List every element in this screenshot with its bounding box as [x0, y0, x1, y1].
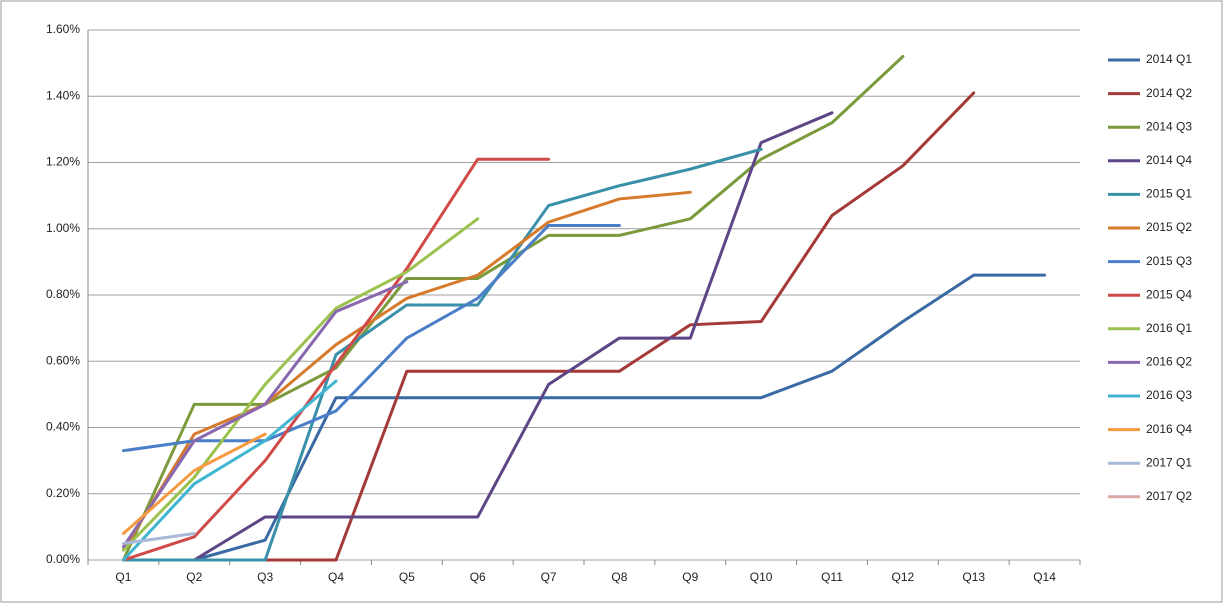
- y-tick-label: 1.20%: [46, 155, 80, 169]
- legend-label: 2014 Q2: [1146, 86, 1192, 100]
- series-line: [121, 280, 409, 549]
- x-tick-label: Q3: [257, 570, 273, 584]
- y-tick-label: 1.60%: [46, 22, 80, 36]
- x-tick-label: Q4: [328, 570, 344, 584]
- x-tick-label: Q6: [470, 570, 486, 584]
- legend-label: 2014 Q3: [1146, 119, 1192, 133]
- x-tick-label: Q8: [611, 570, 627, 584]
- series-line: [121, 147, 763, 562]
- y-tick-label: 1.40%: [46, 88, 80, 102]
- legend-label: 2015 Q1: [1146, 187, 1192, 201]
- x-tick-label: Q5: [399, 570, 415, 584]
- x-tick-label: Q12: [892, 570, 915, 584]
- x-tick-label: Q13: [962, 570, 985, 584]
- legend-label: 2015 Q3: [1146, 254, 1192, 268]
- legend-label: 2014 Q1: [1146, 52, 1192, 66]
- series-line: [121, 157, 551, 562]
- x-tick-label: Q7: [541, 570, 557, 584]
- legend-label: 2016 Q3: [1146, 388, 1192, 402]
- y-tick-label: 0.40%: [46, 420, 80, 434]
- legend-label: 2014 Q4: [1146, 153, 1192, 167]
- legend-label: 2017 Q2: [1146, 489, 1192, 503]
- series-line: [121, 532, 196, 545]
- y-tick-label: 1.00%: [46, 221, 80, 235]
- legend-label: 2016 Q1: [1146, 321, 1192, 335]
- y-tick-label: 0.00%: [46, 552, 80, 566]
- y-tick-label: 0.80%: [46, 287, 80, 301]
- x-tick-label: Q14: [1033, 570, 1056, 584]
- legend-label: 2016 Q2: [1146, 355, 1192, 369]
- series-line: [121, 432, 267, 535]
- series-line: [121, 223, 621, 453]
- x-tick-label: Q9: [682, 570, 698, 584]
- x-tick-label: Q2: [186, 570, 202, 584]
- legend-label: 2015 Q2: [1146, 220, 1192, 234]
- series-line: [121, 111, 834, 562]
- series-line: [121, 379, 338, 562]
- series-line: [121, 190, 692, 552]
- y-tick-label: 0.20%: [46, 486, 80, 500]
- legend-label: 2015 Q4: [1146, 287, 1192, 301]
- y-tick-label: 0.60%: [46, 353, 80, 367]
- x-tick-label: Q1: [115, 570, 131, 584]
- x-tick-label: Q11: [821, 570, 843, 584]
- legend-label: 2017 Q1: [1146, 455, 1192, 469]
- series-line: [121, 217, 480, 552]
- x-tick-label: Q10: [750, 570, 773, 584]
- legend-label: 2016 Q4: [1146, 422, 1192, 436]
